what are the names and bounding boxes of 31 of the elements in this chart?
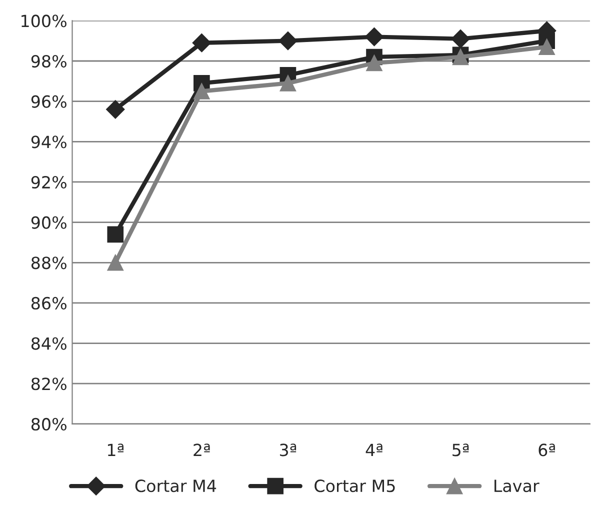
point [107,254,124,271]
y-tick-label: 100% [22,14,66,28]
y-tick-label: 98% [31,54,66,68]
point [451,29,470,48]
y-tick-label: 80% [31,418,66,431]
y-tick-label: 86% [31,296,66,310]
point [107,226,124,243]
point [280,75,296,92]
point [194,83,210,100]
point [538,38,555,56]
point [364,27,384,46]
x-tick-label: 1ª [108,444,124,456]
y-tick-label: 94% [31,136,66,148]
point [278,31,298,50]
point [192,34,212,52]
legend-label: Lavar [494,480,540,492]
y-tick-label: 82% [31,378,66,390]
point [106,100,125,119]
point [366,54,382,72]
y-tick-label: 92% [31,176,66,189]
y-tick-label: 96% [31,95,66,108]
y-tick-label: 84% [31,337,66,350]
x-tick-label: 3ª [280,444,296,456]
legend-label: Cortar M4 [135,480,216,492]
y-tick-label: 90% [31,216,66,229]
x-tick-label: 6ª [538,444,555,456]
legend-label: Cortar M5 [314,480,395,492]
y-tick-label: 88% [31,256,66,270]
x-tick-label: 4ª [366,444,382,456]
x-tick-label: 2ª [194,444,210,456]
x-tick-label: 5ª [452,444,469,456]
